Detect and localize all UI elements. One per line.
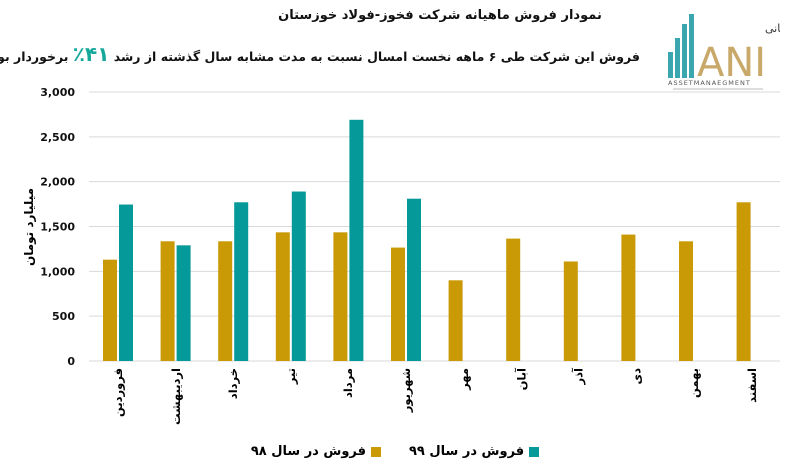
logo-tag-text: ASSETMANAEGMENT <box>668 79 751 87</box>
company-logo: سبدگردان مانی ANI ASSETMANAEGMENT <box>668 14 780 90</box>
x-tick-label: شهریور <box>399 368 413 413</box>
x-tick-label: فروردین <box>111 368 125 418</box>
bar-99 <box>291 191 306 361</box>
bar-98 <box>563 261 578 361</box>
bar-99 <box>176 245 191 361</box>
bar-98 <box>736 202 751 361</box>
legend-swatch-99 <box>529 446 540 457</box>
subtitle-before: فروش این شرکت طی ۶ ماهه نخست امسال نسبت … <box>113 49 640 64</box>
x-tick-label: اردیبهشت <box>168 368 183 425</box>
logo-fa-text: سبدگردان مانی <box>765 22 780 35</box>
y-tick-label: 1,500 <box>40 221 75 234</box>
y-tick-label: 1,000 <box>40 265 75 278</box>
legend-label-99: فروش در سال ۹۹ <box>409 444 525 459</box>
bar-98 <box>679 241 693 361</box>
x-tick-label: اسفند <box>744 368 759 403</box>
bar-99 <box>234 202 249 361</box>
legend-item-98: فروش در سال ۹۸ <box>251 444 381 459</box>
x-tick-label: آبان <box>514 368 529 391</box>
y-tick-label: 3,000 <box>40 86 75 99</box>
x-tick-label: مهر <box>456 368 471 390</box>
bar-98 <box>448 280 463 361</box>
legend: فروش در سال ۹۹ فروش در سال ۹۸ <box>0 444 790 459</box>
bar-99 <box>349 119 364 362</box>
y-tick-label: 0 <box>67 355 75 368</box>
x-tick-label: خرداد <box>226 368 241 400</box>
y-tick-label: 2,000 <box>40 176 75 189</box>
bar-98 <box>218 241 233 361</box>
y-tick-label: 2,500 <box>40 131 75 144</box>
legend-label-98: فروش در سال ۹۸ <box>250 444 366 459</box>
chart-title: نمودار فروش ماهیانه شرکت فخوز-فولاد خوزس… <box>278 8 602 23</box>
bar-98 <box>333 232 348 361</box>
bar-98 <box>275 232 290 361</box>
chart-subtitle: فروش این شرکت طی ۶ ماهه نخست امسال نسبت … <box>0 42 640 66</box>
x-tick-label: آذر <box>571 368 586 385</box>
bar-98 <box>160 241 175 361</box>
y-tick-label: 500 <box>52 310 75 323</box>
x-tick-label: دی <box>629 368 644 385</box>
legend-item-99: فروش در سال ۹۹ <box>409 444 540 459</box>
bar-98 <box>391 247 405 361</box>
bar-98 <box>506 238 521 361</box>
logo-ani-text: ANI <box>697 40 766 86</box>
x-tick-label: تیر <box>283 368 298 385</box>
x-tick-label: مرداد <box>341 368 356 399</box>
bar-99 <box>119 204 133 361</box>
x-tick-label: بهمن <box>687 368 701 398</box>
bar-99 <box>407 198 421 361</box>
bar-98 <box>621 234 636 361</box>
growth-percent: ۴۱٪ <box>72 42 110 66</box>
legend-swatch-98 <box>371 446 381 457</box>
bar-98 <box>103 259 117 361</box>
subtitle-after: برخوردار بوده است. <box>0 49 69 64</box>
